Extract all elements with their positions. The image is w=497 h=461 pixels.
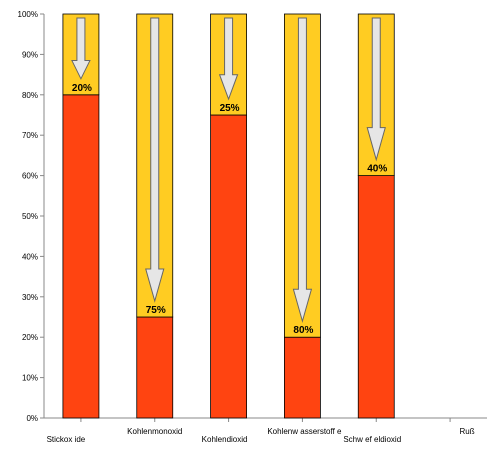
y-tick-label: 0% [26, 414, 38, 423]
bar-lower [210, 114, 247, 419]
y-tick-label: 20% [22, 333, 38, 342]
x-category-label: Kohlendioxid [202, 435, 248, 444]
x-category-label: Ruß [460, 427, 475, 436]
x-category-label: Stickox ide [47, 435, 86, 444]
reduction-arrow [145, 17, 165, 303]
bar-value-label: 25% [220, 103, 240, 114]
reduction-arrow [292, 17, 313, 324]
reduction-arrow [366, 17, 386, 162]
y-tick-label: 100% [18, 10, 38, 19]
y-tick-label: 30% [22, 293, 38, 302]
bar-value-label: 80% [293, 325, 313, 336]
y-tick-label: 90% [22, 50, 38, 59]
x-category-label: Kohlenw asserstoff e [267, 427, 342, 436]
y-tick-label: 50% [22, 212, 38, 221]
reduction-arrow [71, 17, 91, 80]
y-tick-label: 80% [22, 91, 38, 100]
bar-lower [62, 94, 100, 419]
reduction-arrow [218, 17, 239, 101]
y-tick-label: 70% [22, 131, 38, 140]
bar-value-label: 20% [72, 83, 92, 94]
bar-value-label: 40% [367, 164, 387, 175]
y-tick-label: 40% [22, 252, 38, 261]
bar-lower [136, 316, 174, 419]
x-category-label: Kohlenmonoxid [127, 427, 182, 436]
bar-lower [284, 336, 321, 419]
bar-lower [357, 175, 395, 419]
y-tick-label: 10% [22, 374, 38, 383]
y-tick-label: 60% [22, 172, 38, 181]
x-category-label: Schw ef eldioxid [343, 435, 401, 444]
bar-value-label: 75% [146, 305, 166, 316]
